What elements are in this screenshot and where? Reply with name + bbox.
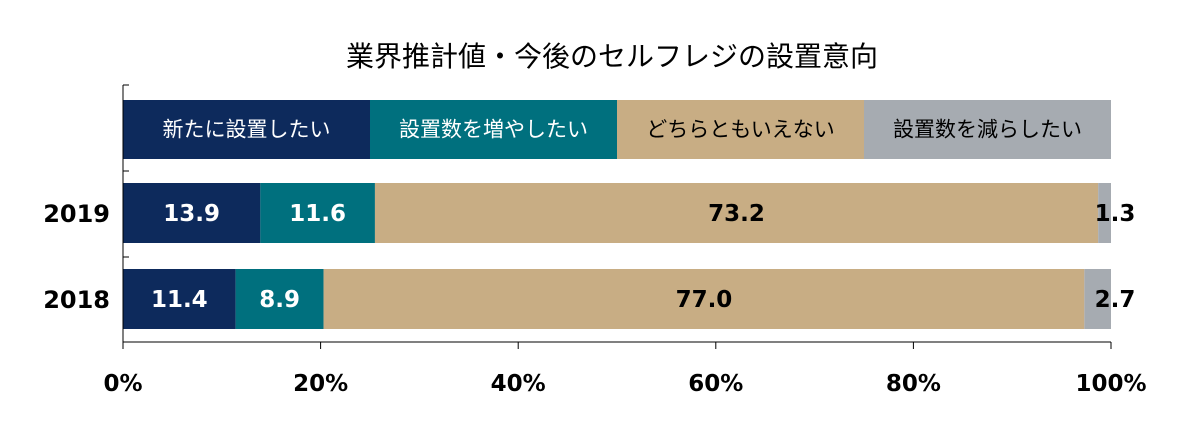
legend-swatch-1: [123, 100, 370, 159]
data-label: 73.2: [708, 201, 765, 227]
bars-layer: 13.9 11.6 73.2 1.3 11.4 8.9 77.0 2.7: [123, 183, 1135, 329]
x-tick-label: 100%: [1075, 371, 1146, 397]
legend-label-4: 設置数を減らしたい: [893, 118, 1082, 142]
data-label: 13.9: [163, 201, 220, 227]
data-label: 11.4: [151, 287, 208, 313]
bar-segment: [235, 269, 324, 329]
legend: 新たに設置したい 設置数を増やしたい どちらともいえない 設置数を減らしたい: [123, 100, 1111, 159]
data-label: 8.9: [259, 287, 300, 313]
chart-title: 業界推計値・今後のセルフレジの設置意向: [346, 40, 878, 73]
bar-segment: [123, 269, 236, 329]
x-tick-label: 20%: [293, 371, 348, 397]
bar-segment: [1098, 183, 1111, 243]
data-label: 2.7: [1095, 287, 1136, 313]
y-tick-label: 2018: [43, 286, 110, 314]
bar-group-2019: 13.9 11.6 73.2 1.3: [123, 183, 1135, 243]
legend-label-1: 新たに設置したい: [163, 118, 331, 142]
legend-swatch-4: [864, 100, 1111, 159]
bar-segment: [123, 183, 261, 243]
legend-label-2: 設置数を増やしたい: [399, 118, 588, 142]
data-label: 77.0: [676, 287, 733, 313]
data-label: 1.3: [1095, 201, 1136, 227]
bar-segment: [374, 183, 1099, 243]
legend-swatch-3: [617, 100, 864, 159]
data-label: 11.6: [289, 201, 346, 227]
axes: 2019 2018 0% 20% 40% 60% 80% 100%: [43, 84, 1147, 397]
bar-segment: [1084, 269, 1111, 329]
y-tick-label: 2019: [43, 200, 110, 228]
bar-segment: [323, 269, 1085, 329]
x-tick-label: 0%: [103, 371, 142, 397]
x-tick-label: 60%: [688, 371, 743, 397]
bar-segment: [260, 183, 375, 243]
legend-label-3: どちらともいえない: [646, 118, 835, 142]
x-tick-label: 80%: [886, 371, 941, 397]
bar-group-2018: 11.4 8.9 77.0 2.7: [123, 269, 1135, 329]
x-tick-label: 40%: [491, 371, 546, 397]
legend-swatch-2: [370, 100, 617, 159]
